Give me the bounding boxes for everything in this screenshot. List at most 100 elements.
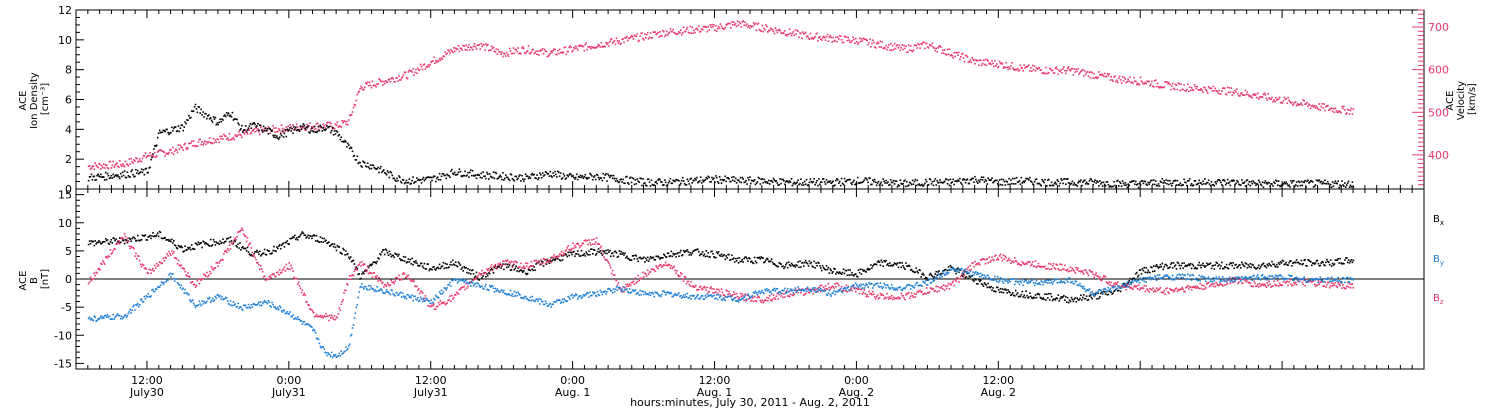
- density-point: [216, 122, 219, 124]
- bx-point: [988, 286, 990, 288]
- density-point: [141, 171, 144, 174]
- bx-point: [450, 261, 452, 263]
- velocity-point: [148, 155, 150, 157]
- velocity-point: [676, 33, 678, 35]
- density-point: [1196, 183, 1199, 185]
- bz-point: [88, 281, 91, 283]
- velocity-point: [209, 142, 212, 144]
- bx-point: [1000, 291, 1003, 293]
- velocity-point: [969, 59, 972, 61]
- density-point: [525, 175, 528, 177]
- velocity-point: [138, 158, 141, 160]
- bz-point: [784, 296, 786, 298]
- bx-point: [1141, 267, 1144, 270]
- bx-point: [1112, 292, 1114, 294]
- velocity-point: [205, 143, 207, 146]
- bx-point: [746, 257, 748, 260]
- bz-point: [391, 281, 394, 284]
- bz-point: [672, 266, 674, 269]
- density-point: [768, 183, 771, 185]
- density-point: [373, 166, 376, 169]
- density-point: [249, 123, 252, 125]
- bz-point: [451, 294, 453, 297]
- bz-point: [869, 293, 871, 295]
- density-point: [380, 165, 382, 168]
- velocity-point: [475, 48, 478, 50]
- velocity-point: [474, 46, 477, 48]
- bx-point: [151, 235, 153, 237]
- velocity-point: [991, 60, 993, 62]
- density-point: [641, 184, 643, 187]
- bx-point: [574, 255, 576, 257]
- velocity-point: [1117, 81, 1119, 84]
- density-point: [1063, 178, 1065, 180]
- bx-point: [600, 252, 603, 255]
- bx-point: [1093, 295, 1095, 297]
- bx-point: [806, 262, 809, 265]
- density-point: [1316, 179, 1319, 182]
- density-point: [780, 182, 782, 185]
- bx-point: [671, 255, 674, 258]
- density-point: [1233, 179, 1235, 182]
- bz-point: [841, 290, 844, 292]
- bx-point: [908, 265, 911, 267]
- bx-point: [603, 250, 605, 252]
- bx-point: [659, 258, 661, 260]
- density-point: [491, 176, 494, 179]
- density-point: [478, 174, 481, 176]
- bx-point: [1107, 293, 1110, 296]
- bx-point: [768, 260, 770, 263]
- density-point: [764, 180, 766, 183]
- bz-point: [723, 294, 726, 296]
- density-point: [713, 177, 715, 180]
- velocity-point: [1273, 99, 1275, 101]
- bx-point: [545, 263, 548, 265]
- velocity-point: [1033, 65, 1036, 67]
- velocity-point: [992, 62, 994, 65]
- density-point: [833, 185, 835, 187]
- density-point: [682, 180, 685, 182]
- velocity-point: [980, 64, 983, 67]
- velocity-point: [601, 45, 604, 48]
- bx-point: [274, 250, 276, 252]
- bx-point: [838, 272, 840, 275]
- density-point: [1127, 183, 1129, 185]
- velocity-point: [382, 84, 384, 86]
- density-point: [198, 106, 201, 108]
- density-point: [469, 171, 471, 174]
- density-point: [570, 173, 572, 176]
- bx-point: [831, 272, 833, 274]
- bx-point: [496, 266, 499, 269]
- velocity-point: [122, 164, 125, 167]
- bx-point: [820, 269, 823, 272]
- velocity-point: [453, 50, 456, 53]
- velocity-point: [1288, 99, 1290, 102]
- velocity-point: [119, 160, 121, 162]
- bz-point: [262, 276, 265, 278]
- density-point: [219, 118, 221, 121]
- velocity-point: [723, 28, 726, 30]
- bx-point: [1254, 267, 1256, 269]
- velocity-point: [1141, 81, 1144, 84]
- density-point: [522, 178, 524, 180]
- density-point: [655, 180, 657, 183]
- bz-point: [134, 255, 136, 257]
- bx-point: [654, 259, 657, 261]
- velocity-point: [607, 42, 609, 44]
- bz-point: [829, 288, 832, 290]
- bx-point: [814, 267, 816, 269]
- bz-point: [818, 286, 820, 289]
- velocity-point: [527, 45, 530, 47]
- density-point: [348, 147, 351, 150]
- bx-point: [992, 287, 994, 289]
- density-point: [756, 181, 759, 183]
- bz-point: [527, 267, 530, 270]
- bx-point: [1224, 266, 1227, 269]
- density-point: [703, 179, 706, 182]
- bx-point: [264, 253, 267, 256]
- density-point: [720, 182, 723, 184]
- bx-point: [1333, 263, 1336, 265]
- bz-point: [363, 263, 365, 265]
- density-point: [1013, 177, 1016, 180]
- velocity-point: [1230, 87, 1233, 89]
